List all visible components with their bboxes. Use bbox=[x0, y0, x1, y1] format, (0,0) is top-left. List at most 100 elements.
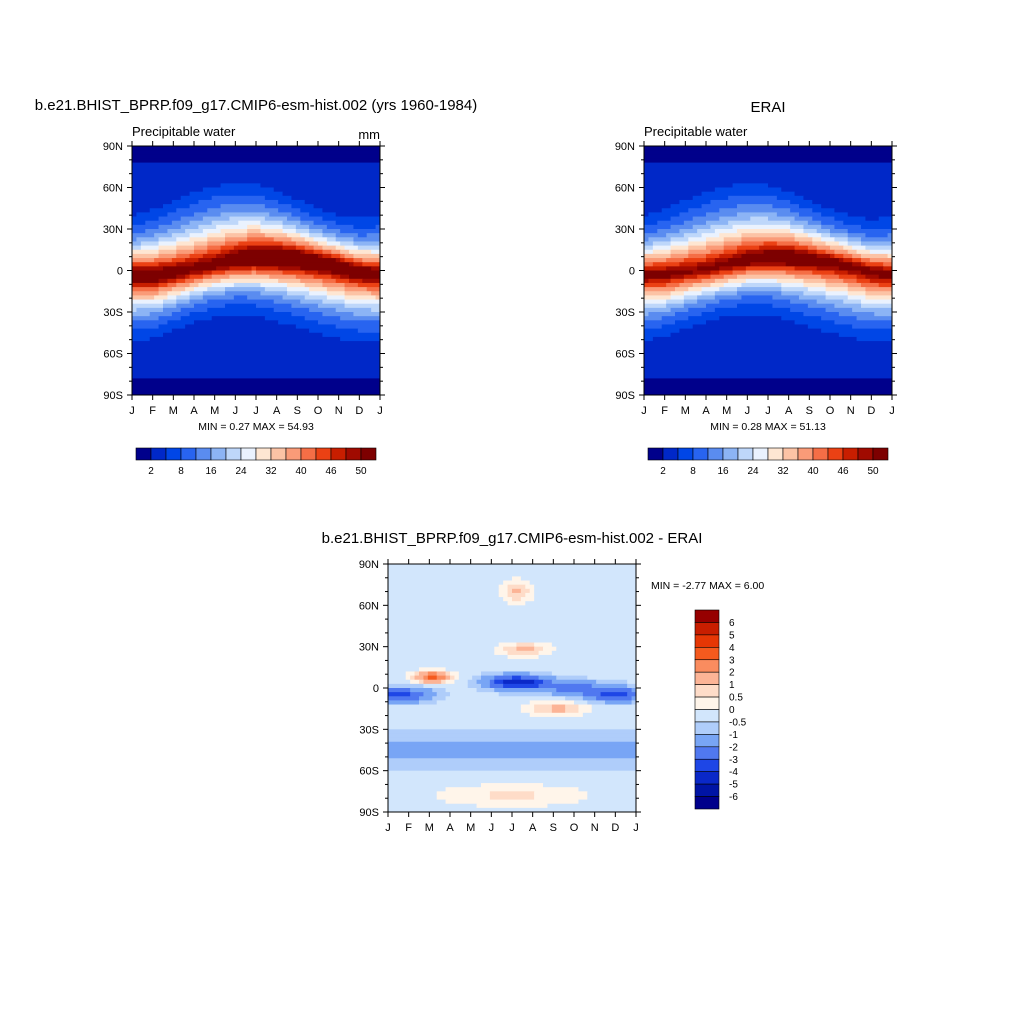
panel3-contour-cell bbox=[489, 791, 535, 797]
panel2-contour-cell bbox=[878, 282, 892, 288]
panel2-contour-cell bbox=[772, 295, 800, 301]
panel1-contour-cell bbox=[207, 237, 226, 243]
panel1-contour-cell bbox=[326, 237, 337, 243]
panel1-contour-cell bbox=[256, 266, 279, 272]
panel3-contour-cell bbox=[494, 679, 504, 685]
panel2-contour-cell bbox=[652, 249, 672, 255]
panel1-contour-cell bbox=[340, 336, 380, 342]
panel2-contour-cell bbox=[750, 262, 787, 267]
panel2-contour-cell bbox=[644, 154, 892, 160]
panel3-contour-cell bbox=[525, 601, 636, 606]
panel2-contour-cell bbox=[745, 249, 765, 255]
panel2-contour-cell bbox=[821, 328, 892, 334]
panel3-contour-cell bbox=[578, 708, 593, 714]
panel2-contour-cell bbox=[847, 270, 862, 276]
panel3-contour-cell bbox=[503, 683, 540, 689]
panel1-contour-cell bbox=[344, 258, 355, 263]
panel1-contour-cell bbox=[167, 291, 182, 296]
panel2-contour-cell bbox=[644, 316, 663, 321]
panel3-contour-cell bbox=[476, 803, 549, 809]
panel1-contour-cell bbox=[167, 278, 177, 284]
panel1-contour-cell bbox=[335, 307, 372, 313]
panel1-contour-cell bbox=[371, 249, 380, 255]
y-tick-label: 60N bbox=[359, 600, 379, 612]
panel2-contour-cell bbox=[861, 262, 867, 267]
panel3-contour-cell bbox=[503, 671, 531, 677]
y-tick-label: 60S bbox=[615, 349, 635, 361]
panel2-contour-cell bbox=[830, 229, 849, 234]
panel1-contour-cell bbox=[331, 270, 380, 276]
panel1-contour-cell bbox=[335, 220, 380, 226]
panel1-contour-cell bbox=[322, 278, 337, 284]
panel2-contour-cell bbox=[644, 241, 654, 247]
panel1-field bbox=[132, 146, 380, 395]
panel1-contour-cell bbox=[309, 328, 359, 334]
panel1-contour-cell bbox=[344, 299, 380, 305]
panel3-contour-cell bbox=[388, 783, 482, 788]
panel1-contour-cell bbox=[202, 274, 213, 280]
panel1-contour-cell bbox=[132, 270, 191, 276]
colorbar-swatch bbox=[270, 447, 287, 461]
panel1-contour-cell bbox=[158, 278, 169, 284]
panel2-contour-cell bbox=[847, 282, 862, 288]
panel1-contour-cell bbox=[202, 253, 217, 259]
panel3-contour-cell bbox=[551, 704, 566, 710]
panel1-contour-cell bbox=[322, 282, 346, 288]
panel3-contour-cell bbox=[423, 675, 429, 681]
panel1-contour-cell bbox=[132, 170, 380, 176]
colorbar-swatch bbox=[662, 447, 679, 461]
panel2-contour-cell bbox=[644, 183, 734, 189]
panel2-contour-cell bbox=[644, 237, 650, 243]
colorbar-label: -4 bbox=[729, 767, 738, 778]
panel1-contour-cell bbox=[132, 150, 380, 155]
panel3-contour-cell bbox=[498, 588, 509, 594]
panel1-contour-cell bbox=[202, 278, 222, 284]
panel1-contour-cell bbox=[132, 353, 380, 359]
panel3-contour-cell bbox=[445, 667, 636, 673]
panel1-contour-cell bbox=[207, 287, 226, 292]
panel1-contour-cell bbox=[163, 303, 177, 309]
panel1-contour-cell bbox=[322, 233, 337, 238]
panel1-contour-cell bbox=[176, 262, 195, 267]
panel3-contour-cell bbox=[388, 741, 636, 747]
panel2-contour-cell bbox=[790, 307, 827, 313]
panel2-contour-cell bbox=[834, 253, 844, 259]
panel1-contour-cell bbox=[189, 204, 222, 209]
panel1-contour-cell bbox=[194, 245, 208, 251]
colorbar-label: 8 bbox=[178, 466, 184, 477]
panel3-contour-cell bbox=[388, 667, 420, 673]
panel3-contour-cell bbox=[534, 592, 636, 598]
panel2-contour-cell bbox=[644, 262, 654, 267]
panel3-contour-cell bbox=[525, 584, 535, 590]
panel3-contour-cell bbox=[494, 675, 513, 681]
panel2-contour-cell bbox=[869, 258, 892, 263]
panel2-contour-cell bbox=[869, 249, 892, 255]
panel2-contour-cell bbox=[812, 237, 822, 243]
colorbar-swatch bbox=[255, 447, 272, 461]
panel3-contour-cell bbox=[388, 712, 531, 718]
panel2-contour-cell bbox=[821, 224, 836, 230]
panel2-contour-cell bbox=[737, 249, 747, 255]
panel3-contour-cell bbox=[534, 597, 636, 602]
panel2-contour-cell bbox=[799, 212, 822, 218]
panel3-contour-cell bbox=[596, 679, 628, 685]
panel1-contour-cell bbox=[340, 241, 355, 247]
panel2-contour-cell bbox=[644, 204, 672, 209]
panel2-contour-cell bbox=[670, 224, 694, 230]
panel1-contour-cell bbox=[132, 390, 380, 395]
panel2-contour-cell bbox=[710, 274, 725, 280]
panel2-contour-cell bbox=[856, 274, 867, 280]
panel1-contour-cell bbox=[322, 216, 380, 222]
panel1-contour-cell bbox=[300, 216, 324, 222]
panel2-contour-cell bbox=[732, 183, 769, 189]
panel1-contour-cell bbox=[247, 224, 262, 230]
panel1-contour-cell bbox=[171, 233, 191, 238]
panel3-contour-cell bbox=[631, 688, 636, 693]
panel3-contour-cell bbox=[578, 704, 593, 710]
panel3-contour-cell bbox=[503, 679, 535, 685]
colorbar-swatch bbox=[694, 634, 720, 648]
panel2-contour-cell bbox=[856, 336, 892, 342]
panel2-contour-cell bbox=[688, 208, 720, 213]
colorbar-swatch bbox=[694, 771, 720, 785]
panel2-contour-cell bbox=[670, 332, 840, 338]
